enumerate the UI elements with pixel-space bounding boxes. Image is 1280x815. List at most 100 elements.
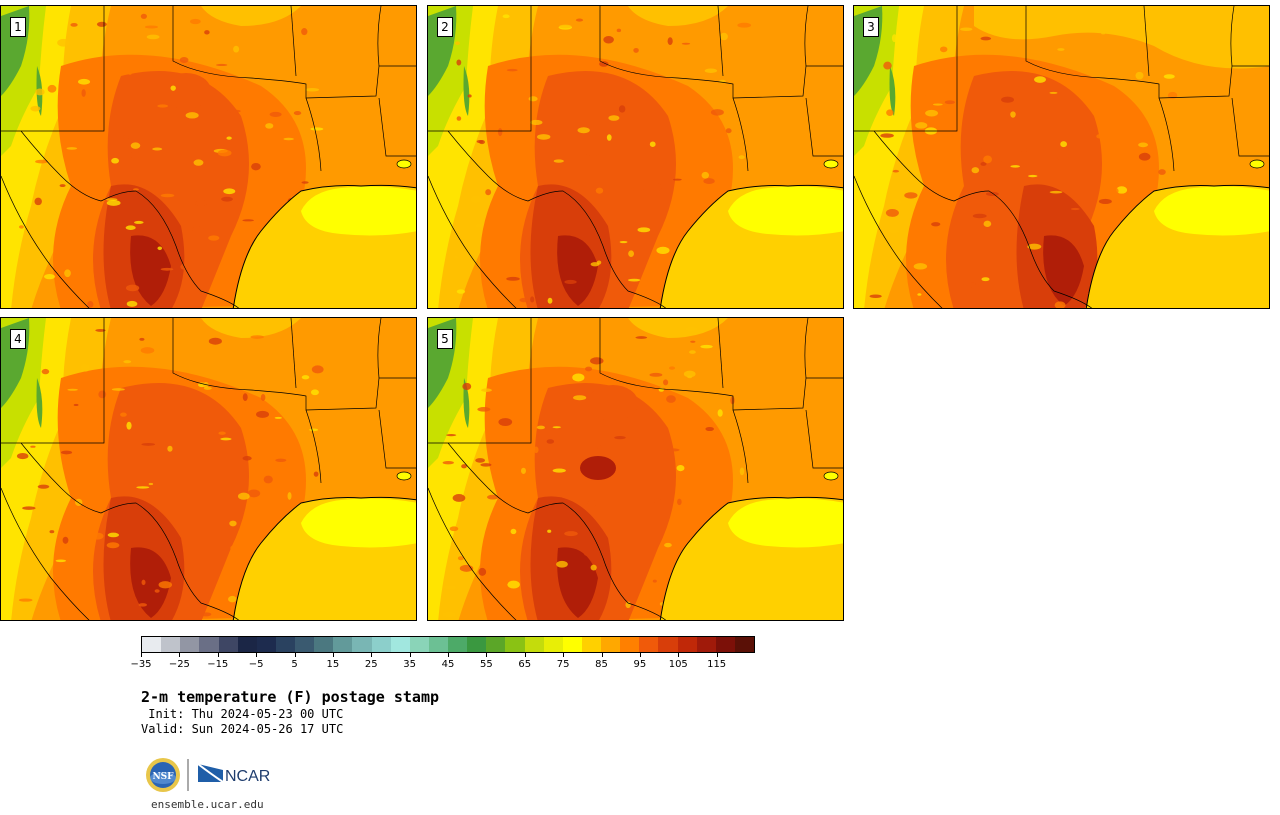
colorbar-tick-mark [179,653,181,657]
colorbar-tick-label: 45 [441,659,455,670]
chart-title: 2-m temperature (F) postage stamp [141,688,440,706]
colorbar-tick-label: 85 [595,659,608,670]
colorbar-tick-label: −25 [168,659,190,670]
colorbar-segment [620,637,640,652]
valid-time: Valid: Sun 2024-05-26 17 UTC [141,722,344,736]
colorbar-ticks: −35 −25 −15 −5 5 15 25 35 45 55 65 75 85 95 105 115 [130,653,755,673]
colorbar-tick-mark [448,653,449,657]
temperature-map [1,6,416,308]
gulf-coastline [1085,184,1269,308]
colorbar-segment [448,637,468,652]
colorbar-segment [467,637,487,652]
colorbar-segment [581,637,601,652]
state-borders [1,6,416,308]
colorbar-tick-mark [256,653,258,657]
colorbar-tick-label: 35 [403,659,416,670]
colorbar-tick-label: −35 [130,659,152,670]
colorbar-tick-mark [639,653,641,657]
colorbar-tick-label: 65 [518,659,532,670]
colorbar-segment [333,637,353,652]
state-borders [1,318,416,620]
colorbar-tick-label: 55 [480,659,493,670]
footer-url: ensemble.ucar.edu [151,798,264,811]
state-borders [428,6,843,308]
colorbar-tick-mark [141,653,142,657]
state-borders [854,6,1269,308]
svg-text:NCAR: NCAR [225,768,270,785]
colorbar-segment [428,637,448,652]
colorbar-segment [639,637,659,652]
colorbar-segment [562,637,582,652]
temperature-colorbar [141,636,755,653]
gulf-coastline [232,496,416,620]
ensemble-member-panel: 1 [0,5,417,309]
colorbar-tick-mark [563,653,565,657]
colorbar-segment [371,637,391,652]
ensemble-member-panel: 5 [427,317,844,621]
colorbar-tick-mark [217,653,219,657]
colorbar-segment [715,637,735,652]
colorbar-tick-mark [524,653,526,657]
colorbar-segment [142,637,162,652]
svg-text:NSF: NSF [152,772,174,782]
state-borders [428,318,843,620]
colorbar-segment [486,637,506,652]
ensemble-member-panel: 3 [853,5,1270,309]
temperature-map [428,6,843,308]
colorbar-tick-label: 95 [633,659,647,670]
colorbar-segment [677,637,697,652]
temperature-map [428,318,843,620]
colorbar-tick-label: −5 [248,659,264,670]
colorbar-segment [390,637,410,652]
colorbar-tick-mark [678,653,680,657]
ensemble-member-panel: 2 [427,5,844,309]
temperature-map [854,6,1269,308]
colorbar-tick-label: −15 [207,659,229,670]
colorbar-segment [275,637,295,652]
nsf-logo: NSF [146,758,180,792]
colorbar-tick-mark [294,653,296,657]
colorbar-segment [524,637,544,652]
ensemble-member-panel: 4 [0,317,417,621]
colorbar-segment [409,637,429,652]
colorbar-segment [256,637,276,652]
colorbar-segment [218,637,238,652]
colorbar-segment [161,637,181,652]
colorbar-tick-mark [601,653,603,657]
colorbar-tick-label: 105 [668,659,688,670]
colorbar-segment [658,637,678,652]
sponsor-logos: NSF NCAR [146,758,270,792]
colorbar-tick-mark [371,653,373,657]
colorbar-tick-mark [332,653,334,657]
colorbar-segment [505,637,525,652]
member-number-label: 4 [10,329,26,349]
gulf-coastline [659,496,843,620]
colorbar-segment [237,637,257,652]
colorbar-segment [601,637,621,652]
colorbar-tick-label: 25 [364,659,378,670]
colorbar-tick-mark [716,653,718,657]
member-number-label: 5 [437,329,453,349]
colorbar-tick-mark [486,653,488,657]
ncar-logo: NCAR [197,763,270,785]
colorbar-segment [199,637,219,652]
colorbar-segment [696,637,716,652]
colorbar-segment [314,637,334,652]
gulf-coastline [659,184,843,308]
init-time: Init: Thu 2024-05-23 00 UTC [141,707,344,721]
colorbar-tick-label: 5 [291,659,298,670]
colorbar-tick-label: 75 [556,659,570,670]
member-number-label: 2 [437,17,453,37]
colorbar-segment [352,637,372,652]
colorbar-tick-label: 115 [707,659,727,670]
colorbar-tick-label: 15 [326,659,340,670]
colorbar-segment [295,637,315,652]
colorbar-segment [543,637,563,652]
gulf-coastline [232,184,416,308]
colorbar-segment [180,637,200,652]
temperature-map [1,318,416,620]
colorbar-tick-mark [409,653,411,657]
member-number-label: 3 [863,17,879,37]
colorbar-segment [734,637,754,652]
member-number-label: 1 [10,17,26,37]
